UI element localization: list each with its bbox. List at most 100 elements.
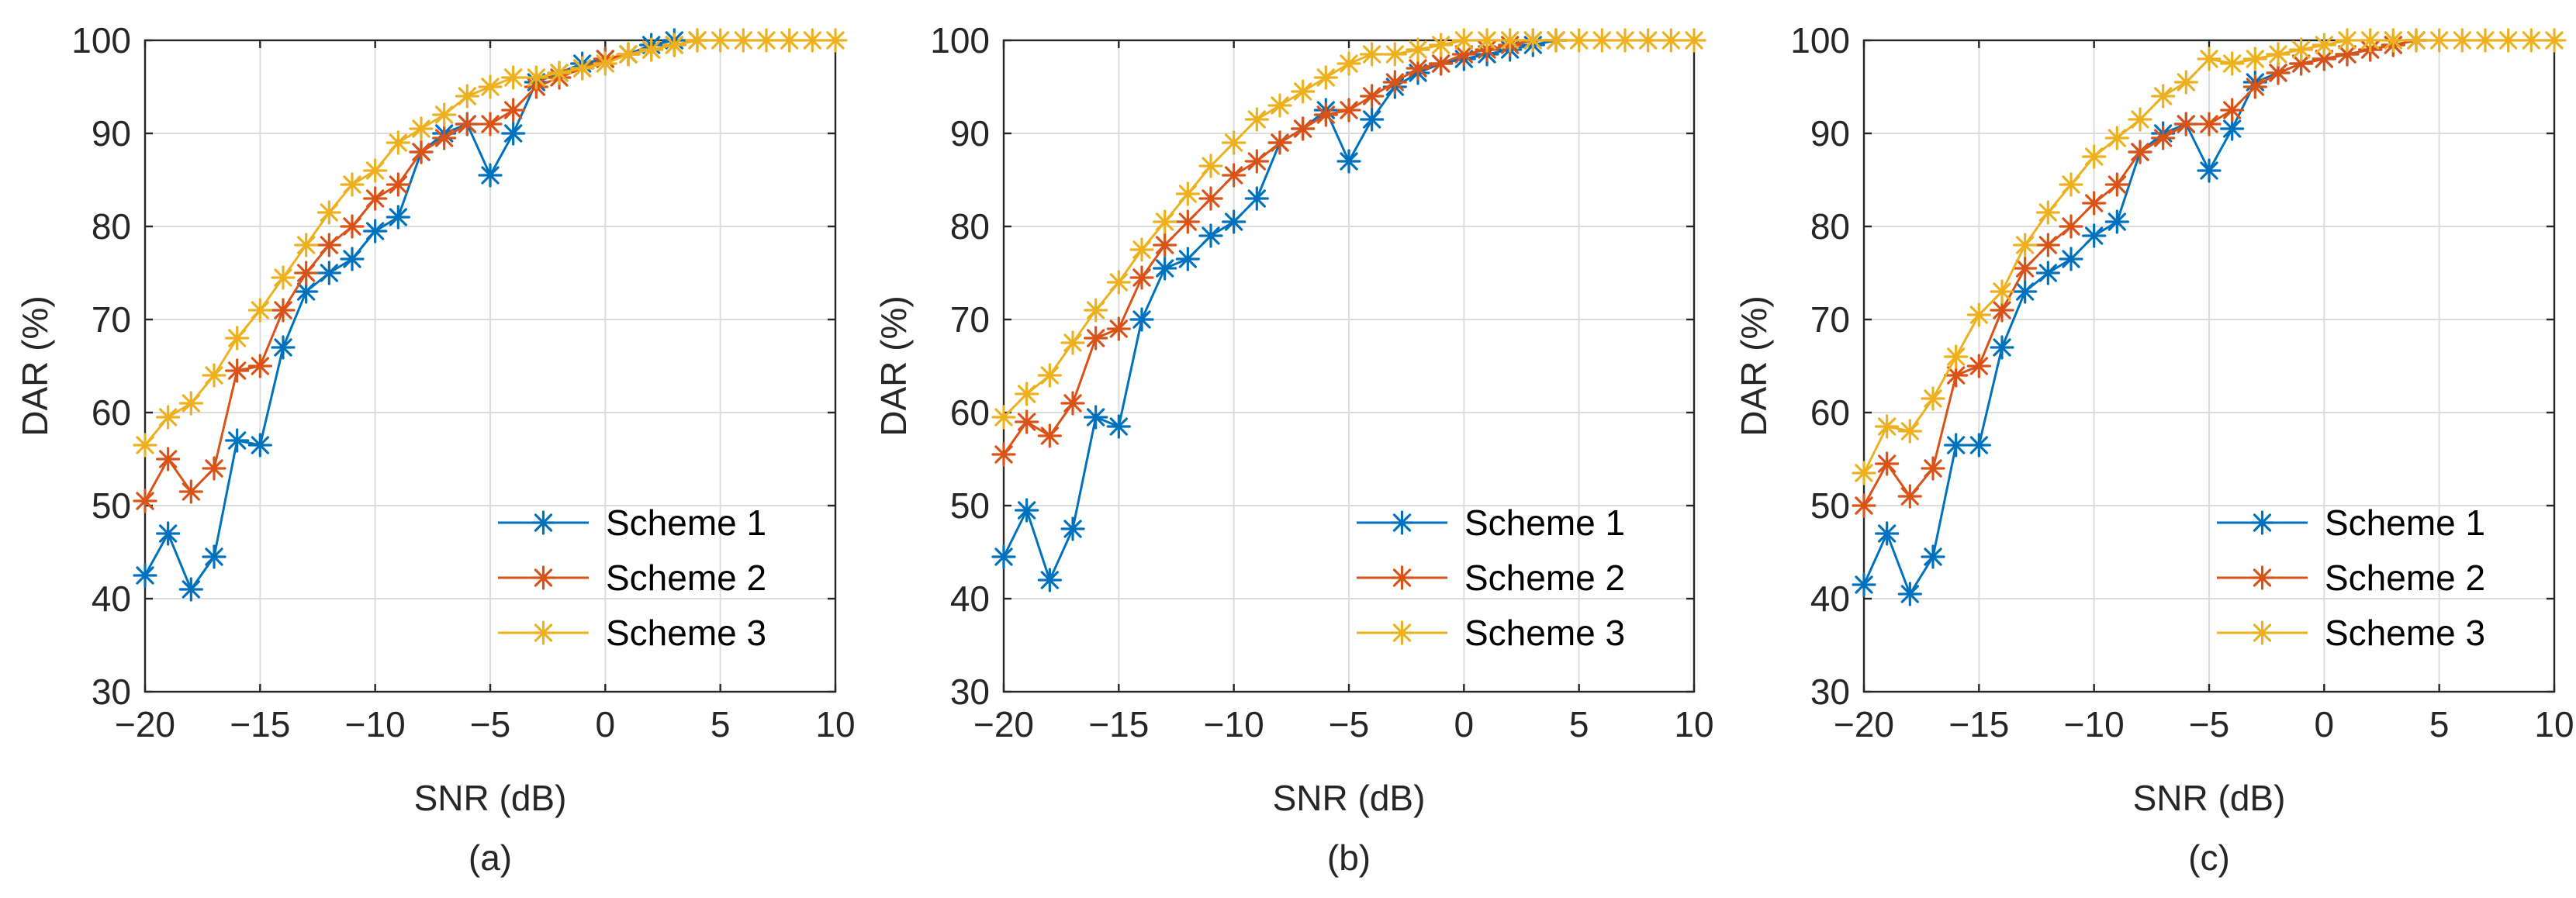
y-tick-label: 30: [1810, 672, 1850, 712]
data-point: [432, 126, 457, 150]
y-tick-label: 60: [950, 392, 990, 433]
data-point: [2059, 172, 2083, 197]
y-tick-label: 40: [950, 579, 990, 619]
legend-marker-icon: [1389, 565, 1415, 590]
data-point: [1544, 28, 1568, 53]
y-tick-label: 80: [92, 206, 131, 247]
x-tick-label: −15: [230, 704, 290, 744]
data-point: [1336, 51, 1361, 76]
data-point: [2473, 28, 2498, 53]
data-point: [225, 358, 250, 383]
data-point: [1129, 265, 1154, 290]
data-point: [1313, 102, 1338, 127]
data-point: [991, 405, 1016, 430]
data-point: [1966, 302, 1991, 327]
data-point: [156, 405, 181, 430]
x-tick-label: 5: [2429, 704, 2450, 744]
legend-label: Scheme 2: [606, 558, 766, 598]
data-point: [247, 298, 272, 323]
data-point: [1406, 37, 1430, 62]
data-point: [2013, 279, 2038, 304]
data-point: [1429, 33, 1454, 57]
data-point: [1966, 354, 1991, 378]
data-point: [2035, 200, 2060, 225]
legend-marker-icon: [1389, 510, 1415, 535]
data-point: [1084, 298, 1108, 323]
data-point: [800, 28, 825, 53]
data-point: [1336, 149, 1361, 174]
data-point: [2335, 28, 2360, 53]
panel-caption: (c): [2188, 838, 2230, 878]
y-tick-label: 100: [71, 20, 131, 60]
data-point: [1875, 451, 1900, 476]
y-tick-label: 60: [1810, 392, 1850, 433]
data-point: [1875, 521, 1900, 546]
ticks: [143, 39, 837, 693]
data-point: [1037, 423, 1062, 448]
data-point: [1520, 28, 1545, 53]
data-point: [1198, 186, 1223, 211]
data-point: [1897, 484, 1922, 509]
series-scheme-2: [991, 28, 1568, 467]
data-point: [1015, 409, 1039, 434]
data-point: [1966, 433, 1991, 458]
y-tick-label: 80: [950, 206, 990, 247]
data-point: [501, 98, 526, 123]
data-point: [1106, 316, 1131, 341]
data-point: [2358, 28, 2383, 53]
data-point: [524, 65, 548, 90]
data-point: [1382, 70, 1407, 95]
data-point: [1106, 270, 1131, 295]
data-point: [225, 428, 250, 453]
x-tick-label: 10: [1674, 704, 1713, 744]
y-tick-label: 90: [950, 113, 990, 154]
data-point: [1015, 382, 1039, 406]
data-point: [1037, 363, 1062, 388]
data-point: [1360, 84, 1385, 109]
y-tick-label: 30: [950, 672, 990, 712]
y-tick-label: 100: [930, 20, 990, 60]
y-tick-label: 100: [1790, 20, 1850, 60]
data-point: [247, 354, 272, 378]
x-axis-label: SNR (dB): [414, 778, 567, 818]
data-point: [2427, 28, 2452, 53]
legend-marker-icon: [1389, 620, 1415, 645]
x-tick-label: 5: [1569, 704, 1589, 744]
data-point: [2059, 247, 2083, 271]
legend-label: Scheme 1: [1464, 503, 1625, 543]
y-tick-label: 50: [1810, 485, 1850, 526]
data-point: [662, 33, 686, 57]
data-point: [178, 577, 203, 602]
data-point: [2404, 28, 2429, 53]
y-tick-label: 90: [1810, 113, 1850, 154]
y-tick-label: 60: [92, 392, 131, 433]
y-tick-label: 50: [92, 485, 131, 526]
data-point: [593, 51, 617, 76]
data-point: [2519, 28, 2543, 53]
chart-panel-c: −20 −15 −10 −5 0 5 10 30 40 50 60 70 80 90 100 SNR (dB)…: [1734, 20, 2574, 878]
data-point: [1451, 28, 1476, 53]
data-point: [409, 116, 434, 141]
data-point: [133, 433, 157, 458]
data-point: [2242, 47, 2267, 71]
data-point: [1222, 163, 1247, 188]
legend-item: Scheme 1: [2217, 503, 2485, 543]
data-point: [2104, 172, 2129, 197]
data-point: [1244, 107, 1269, 132]
data-point: [478, 163, 503, 188]
data-point: [2266, 42, 2291, 67]
data-point: [1429, 51, 1454, 76]
data-point: [1498, 28, 1523, 53]
data-point: [1175, 209, 1200, 234]
legend-item: Scheme 2: [498, 558, 766, 598]
data-point: [2496, 28, 2521, 53]
data-point: [455, 112, 479, 136]
data-point: [1944, 433, 1969, 458]
panel-caption: (b): [1327, 838, 1371, 878]
legend-label: Scheme 2: [2325, 558, 2485, 598]
chart-panel-a: −20 −15 −10 −5 0 5 10 30 40 50 60 70 80 90 100 SNR (dB)…: [15, 20, 856, 878]
legend-marker-icon: [2249, 620, 2275, 645]
data-point: [271, 335, 296, 360]
x-axis-label: SNR (dB): [2133, 778, 2286, 818]
legend-item: Scheme 1: [498, 503, 766, 543]
